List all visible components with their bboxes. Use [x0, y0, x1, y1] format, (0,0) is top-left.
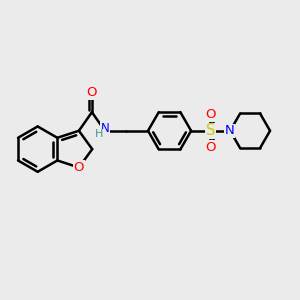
- Text: O: O: [87, 86, 97, 99]
- Text: O: O: [205, 108, 216, 121]
- Text: N: N: [225, 124, 235, 137]
- Text: N: N: [100, 122, 109, 135]
- Text: H: H: [95, 129, 103, 139]
- Text: O: O: [74, 161, 84, 174]
- Text: S: S: [206, 123, 215, 138]
- Text: O: O: [205, 141, 216, 154]
